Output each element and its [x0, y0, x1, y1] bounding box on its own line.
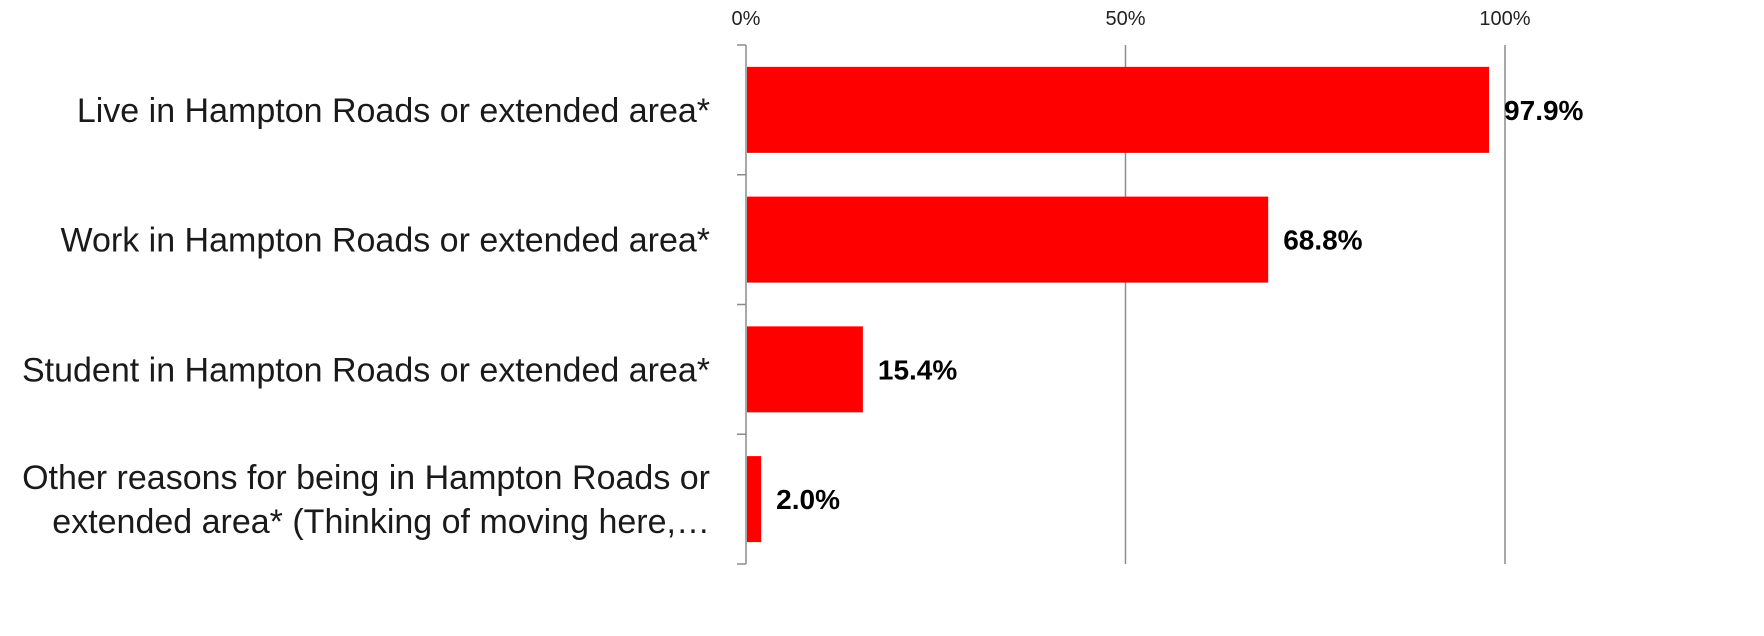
bars: [747, 66, 1490, 543]
category-label: Live in Hampton Roads or extended area*: [77, 92, 710, 130]
category-label: Other reasons for being in Hampton Roads…: [22, 459, 710, 497]
bar-4: [747, 456, 762, 543]
x-tick-label: 100%: [1479, 8, 1530, 30]
value-labels: 97.9% 68.8% 15.4% 2.0%: [776, 95, 1583, 515]
bar-2: [747, 196, 1269, 283]
category-label: extended area* (Thinking of moving here,…: [52, 503, 710, 541]
category-axis: [737, 44, 747, 565]
category-labels: Live in Hampton Roads or extended area* W…: [22, 92, 710, 541]
value-label: 68.8%: [1283, 225, 1362, 256]
bar-1: [747, 66, 1490, 153]
category-label: Work in Hampton Roads or extended area*: [60, 222, 710, 260]
value-label: 15.4%: [878, 354, 957, 385]
x-tick-labels: 0% 50% 100%: [732, 8, 1531, 30]
value-label: 2.0%: [776, 484, 840, 515]
x-tick-label: 0%: [732, 8, 761, 30]
x-tick-label: 50%: [1105, 8, 1145, 30]
category-label: Student in Hampton Roads or extended are…: [22, 351, 710, 389]
value-label: 97.9%: [1504, 95, 1583, 126]
bar-3: [747, 326, 863, 413]
